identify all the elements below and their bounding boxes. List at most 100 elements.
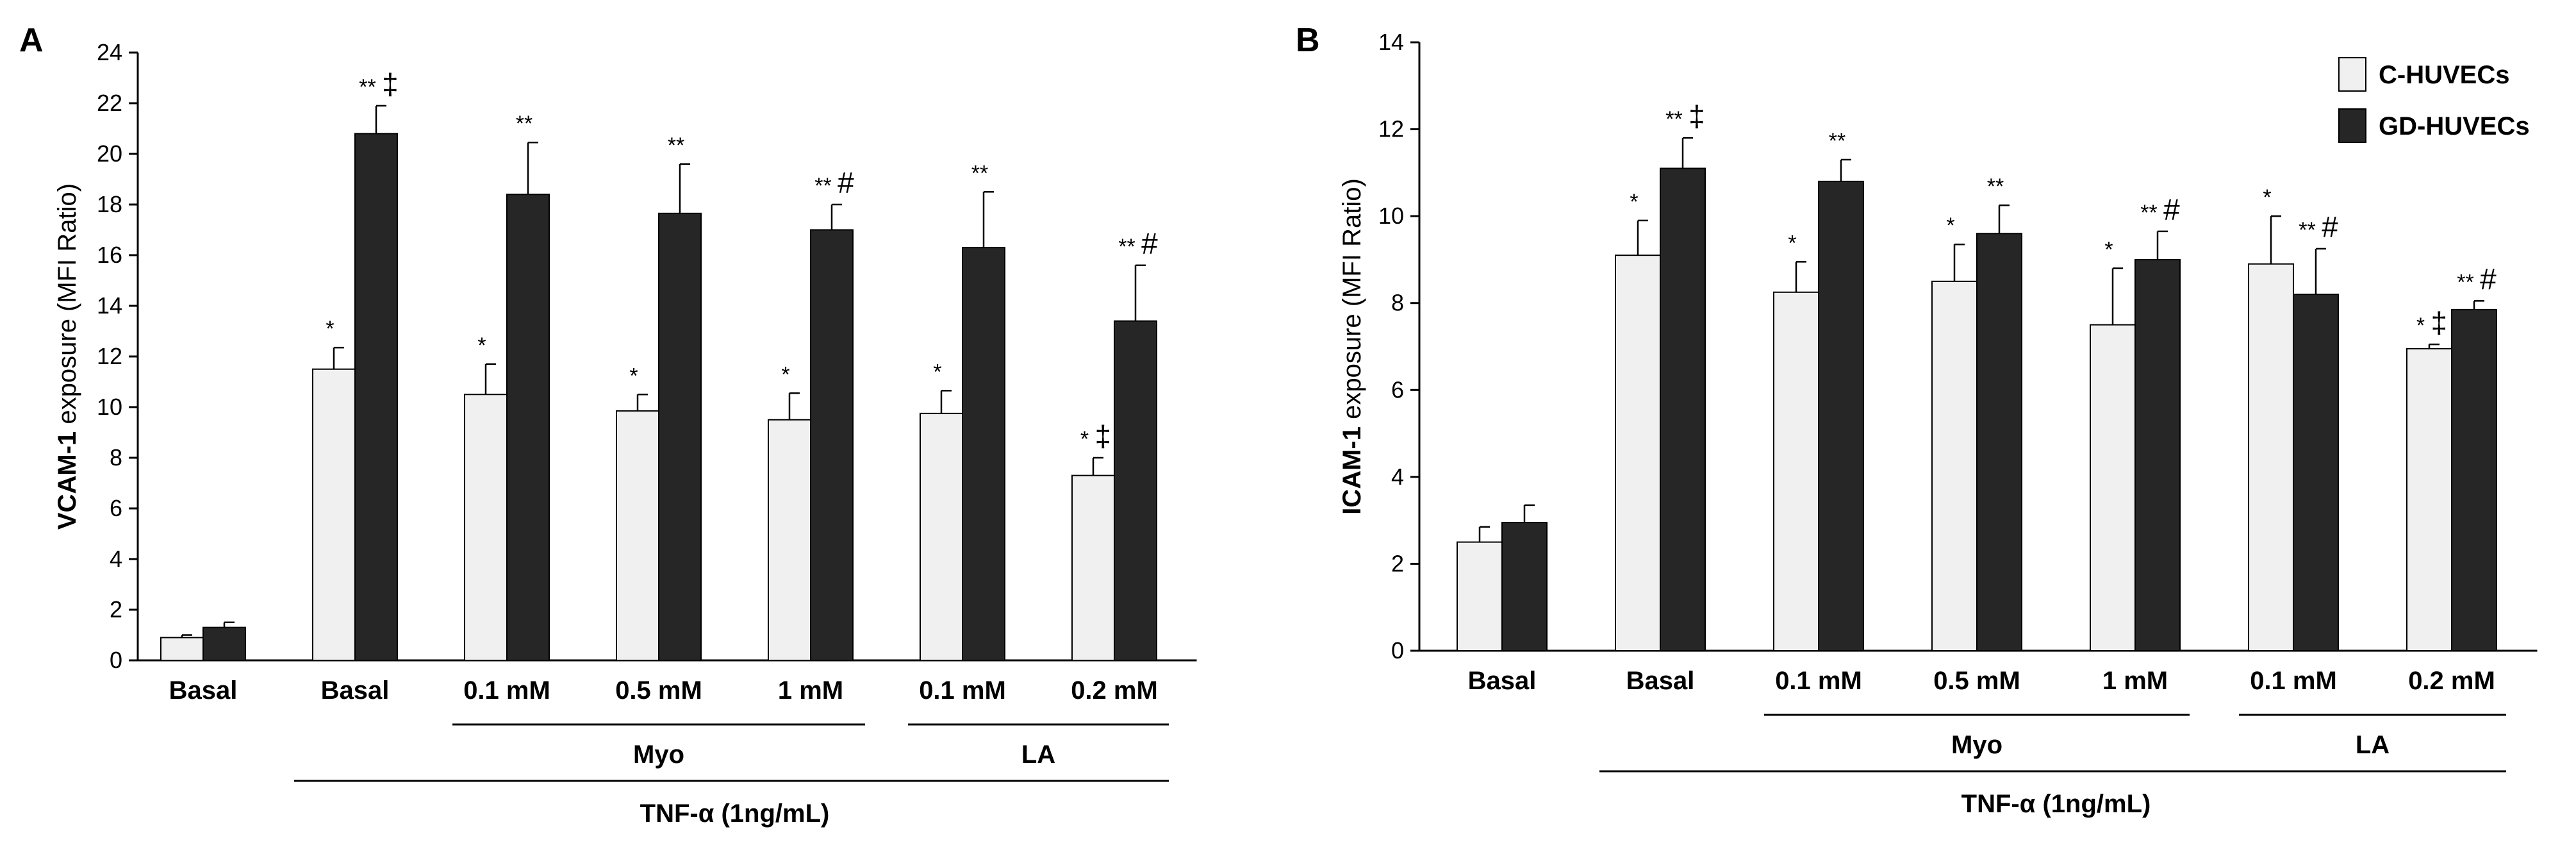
legend-label: C-HUVECs xyxy=(2379,61,2509,89)
panel-a-y-tick-label: 22 xyxy=(97,90,122,116)
panel-a-bar-gd-huvecs xyxy=(506,194,550,661)
panel-a-significance-c-huvecs: * xyxy=(629,364,638,388)
panel-b-y-tick-label: 14 xyxy=(1378,29,1404,55)
panel-a-significance-gd-huvecs: ** xyxy=(668,133,684,158)
panel-a-y-axis-label-marker: VCAM-1 xyxy=(53,431,81,530)
panel-a-bar-c-huvecs xyxy=(768,419,811,661)
panel-b-significance-stars: * xyxy=(2416,314,2431,338)
panel-b-x-tick-label: 0.1 mM xyxy=(2250,667,2337,695)
panel-b-significance-gd-huvecs: ** # xyxy=(2457,262,2497,296)
panel-b-myo-label: Myo xyxy=(1951,731,2002,759)
panel-a-y-tick-label: 18 xyxy=(97,191,122,217)
panel-b-bar-gd-huvecs xyxy=(1660,167,1706,652)
panel-a-y-tick-label: 24 xyxy=(97,39,122,65)
panel-b-bar-gd-huvecs xyxy=(2134,258,2181,651)
panel-b-bar-gd-huvecs xyxy=(2293,294,2339,651)
panel-a-bar-gd-huvecs xyxy=(1114,320,1157,661)
panel-b-bar-gd-huvecs xyxy=(2451,308,2497,651)
panel-a-significance-symbol: ‡ xyxy=(382,67,399,101)
panel-a-significance-symbol: # xyxy=(838,166,854,199)
panel-a-myo-label: Myo xyxy=(633,740,684,769)
panel-a-la-label: LA xyxy=(1021,740,1055,769)
panel-b-x-tick-label: 1 mM xyxy=(2102,667,2168,695)
legend: C-HUVECs GD-HUVECs xyxy=(2338,57,2530,143)
panel-b-bar-gd-huvecs xyxy=(1976,233,2022,651)
panel-a-y-tick-label: 10 xyxy=(97,394,122,420)
panel-a-y-tick-label: 6 xyxy=(110,495,122,521)
panel-a-bar-gd-huvecs xyxy=(354,133,398,661)
panel-b-bar-c-huvecs xyxy=(1457,541,1503,651)
panel-a-bar-gd-huvecs xyxy=(810,229,854,661)
panel-b-y-axis-label: ICAM-1 exposure (MFI Ratio) xyxy=(1338,178,1366,515)
panel-b-la-label: LA xyxy=(2356,731,2390,759)
panel-a-bar-c-huvecs xyxy=(312,368,356,661)
panel-a-x-tick-label: 0.1 mM xyxy=(463,676,550,705)
panel-a-x-tick-label: Basal xyxy=(321,676,390,705)
panel-a-y-tick-label: 2 xyxy=(110,596,122,623)
panel-a-y-tick-label: 16 xyxy=(97,242,122,268)
panel-b-bar-gd-huvecs xyxy=(1818,180,1864,651)
panel-a-y-tick-label: 12 xyxy=(97,343,122,369)
panel-a-significance-gd-huvecs: ** # xyxy=(1118,227,1158,260)
panel-b-y-tick-label: 4 xyxy=(1391,464,1404,490)
panel-a-y-axis-label: VCAM-1 exposure (MFI Ratio) xyxy=(53,183,81,530)
panel-a-significance-gd-huvecs: ** xyxy=(516,112,533,136)
panel-a-y-tick-label: 20 xyxy=(97,140,122,167)
panel-b-bar-c-huvecs xyxy=(1615,255,1661,651)
legend-swatch-gd-huvecs xyxy=(2338,108,2366,143)
panel-a-significance-c-huvecs: * ‡ xyxy=(1080,419,1111,453)
panel-a-y-tick-label: 4 xyxy=(110,546,122,572)
panel-b-tnf-label: TNF-α (1ng/mL) xyxy=(1961,790,2151,818)
panel-a-significance-c-huvecs: * xyxy=(781,362,789,387)
panel-a-y-tick-label: 14 xyxy=(97,292,122,319)
panel-b: B 0 2 4 6 8 10 12 14 ICAM-1 exposure (MFI Ratio) B… xyxy=(1296,22,2538,818)
panel-a-bar-c-huvecs xyxy=(1071,474,1115,662)
panel-b-x-tick-label: 0.1 mM xyxy=(1775,667,1862,695)
panel-b-significance-c-huvecs: * xyxy=(1630,190,1638,214)
panel-b-significance-c-huvecs: * xyxy=(2263,185,2271,210)
panel-b-bar-c-huvecs xyxy=(2406,347,2452,651)
panel-b-significance-c-huvecs: * xyxy=(1946,213,1954,238)
panel-b-y-tick-label: 12 xyxy=(1378,116,1404,142)
panel-b-significance-c-huvecs: * ‡ xyxy=(2416,306,2447,339)
panel-b-x-tick-label: 0.5 mM xyxy=(1933,667,2020,695)
panel-a-letter: A xyxy=(19,22,44,59)
panel-b-significance-stars: ** xyxy=(1665,107,1688,131)
panel-b-significance-symbol: # xyxy=(2163,193,2180,226)
panel-a-bar-c-huvecs xyxy=(160,637,204,662)
panel-b-significance-c-huvecs: * xyxy=(1788,231,1796,255)
panel-a-significance-c-huvecs: * xyxy=(326,317,334,341)
panel-a-significance-stars: ** xyxy=(359,75,382,99)
panel-a-x-tick-label: 0.1 mM xyxy=(919,676,1006,705)
panel-b-bar-c-huvecs xyxy=(2248,263,2294,651)
panel-a-significance-stars: ** xyxy=(1118,235,1141,259)
panel-b-y-tick-label: 0 xyxy=(1391,637,1404,664)
panel-a-significance-c-huvecs: * xyxy=(933,360,941,384)
panel-b-significance-stars: ** xyxy=(2457,270,2480,294)
panel-b-letter: B xyxy=(1296,22,1320,59)
panel-a-significance-gd-huvecs: ** ‡ xyxy=(359,67,399,101)
panel-b-significance-gd-huvecs: ** # xyxy=(2299,210,2338,244)
panel-a-significance-stars: * xyxy=(1080,427,1095,451)
panel-b-bar-c-huvecs xyxy=(1773,291,1819,651)
panel-a-bar-gd-huvecs xyxy=(202,626,246,662)
panel-b-bar-c-huvecs xyxy=(2090,324,2136,651)
panel-a-x-tick-label: 1 mM xyxy=(778,676,843,705)
panel-b-significance-symbol: # xyxy=(2480,262,2497,296)
panel-a-bar-c-huvecs xyxy=(616,410,659,661)
panel-b-significance-stars: ** xyxy=(2140,201,2163,225)
panel-a-bar-c-huvecs xyxy=(464,394,508,661)
panel-b-y-tick-label: 8 xyxy=(1391,290,1404,316)
panel-a-significance-symbol: # xyxy=(1141,227,1158,260)
panel-b-significance-symbol: # xyxy=(2322,210,2338,244)
panel-a-bar-gd-huvecs xyxy=(658,212,702,661)
panel-b-significance-gd-huvecs: ** xyxy=(1829,129,1845,153)
panel-b-significance-symbol: ‡ xyxy=(2431,306,2448,339)
panel-a-significance-c-huvecs: * xyxy=(477,333,486,358)
panel-b-y-tick-label: 2 xyxy=(1391,550,1404,576)
panel-a-tnf-label: TNF-α (1ng/mL) xyxy=(640,799,830,828)
panel-b-y-axis-label-marker: ICAM-1 xyxy=(1338,426,1366,515)
panel-b-x-tick-label: Basal xyxy=(1468,667,1537,695)
